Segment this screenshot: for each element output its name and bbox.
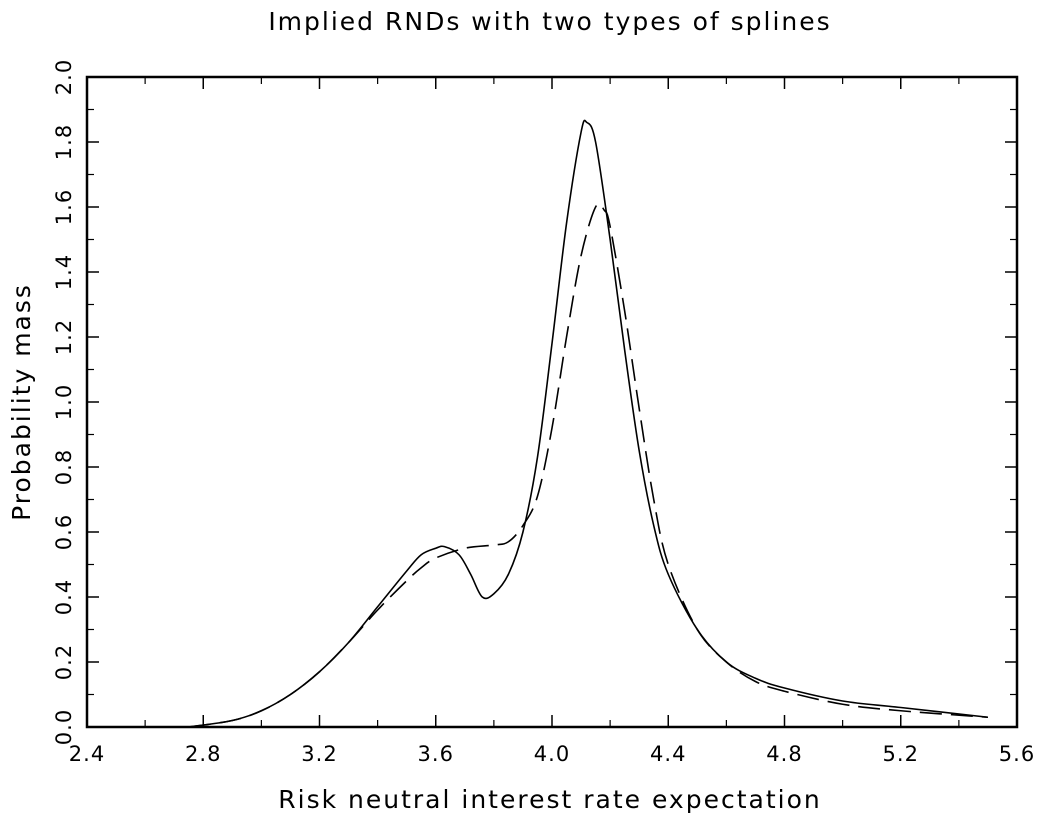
x-tick-label: 4.8 <box>766 742 802 766</box>
y-tick-label: 2.0 <box>52 59 76 95</box>
ticks: 2.4 2.8 3.2 3.6 4.0 4.4 4.8 5.2 5.6 0.0 0.2 0.4 0.6 0… <box>52 59 1035 766</box>
y-tick-label: 1.6 <box>52 189 76 225</box>
x-axis-label: Risk neutral interest rate expectation <box>278 785 821 814</box>
series-line-dashed <box>188 203 988 728</box>
chart-title: Implied RNDs with two types of splines <box>268 7 831 36</box>
x-tick-label: 5.6 <box>999 742 1035 766</box>
x-tick-label: 2.8 <box>185 742 221 766</box>
y-tick-label: 0.0 <box>52 709 76 745</box>
x-tick-label: 2.4 <box>69 742 105 766</box>
y-tick-label: 0.2 <box>52 644 76 680</box>
series-line-solid <box>188 119 989 728</box>
x-tick-label: 3.2 <box>301 742 337 766</box>
y-tick-label: 1.2 <box>52 319 76 355</box>
y-tick-label: 0.8 <box>52 449 76 485</box>
y-tick-label: 1.0 <box>52 384 76 420</box>
y-axis-label: Probability mass <box>7 283 36 521</box>
x-tick-label: 4.4 <box>650 742 686 766</box>
x-tick-label: 3.6 <box>418 742 454 766</box>
y-tick-label: 0.4 <box>52 579 76 615</box>
x-tick-label: 4.0 <box>534 742 570 766</box>
y-tick-label: 1.8 <box>52 124 76 160</box>
plot-frame <box>85 75 1019 729</box>
series-group <box>188 119 989 728</box>
y-tick-label: 0.6 <box>52 514 76 550</box>
y-tick-label: 1.4 <box>52 254 76 290</box>
x-tick-label: 5.2 <box>883 742 919 766</box>
